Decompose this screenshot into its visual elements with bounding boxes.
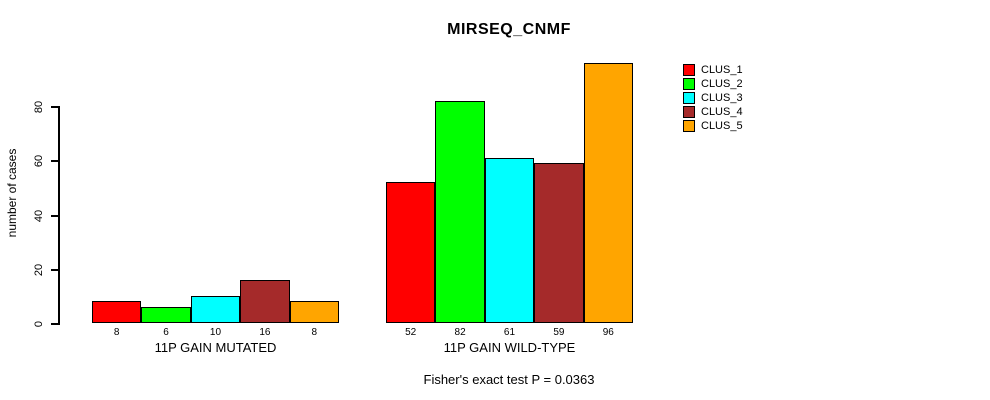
- bar-value-label: 8: [113, 327, 120, 338]
- legend-swatch-clus_1: [683, 64, 695, 76]
- bar-clus_5-group1: [289, 301, 339, 323]
- y-axis-tick: [51, 268, 58, 271]
- fishers-test-annotation: Fisher's exact test P = 0.0363: [423, 372, 595, 387]
- bar-value-label: 96: [602, 327, 614, 338]
- legend-label: CLUS_4: [701, 106, 743, 118]
- y-tick-label: 40: [33, 209, 45, 222]
- legend-label: CLUS_3: [701, 92, 743, 104]
- legend-swatch-clus_4: [683, 106, 695, 118]
- legend-swatch-clus_5: [683, 120, 695, 132]
- category-label: 11P GAIN WILD-TYPE: [443, 340, 576, 355]
- bar-value-label: 6: [163, 327, 169, 338]
- bar-value-label: 16: [259, 327, 271, 338]
- legend: CLUS_1 CLUS_2 CLUS_3 CLUS_4 CLUS_5: [683, 63, 743, 133]
- bar-clus_1-group1: [92, 301, 142, 323]
- y-axis-line: [58, 106, 60, 325]
- y-tick-label: 80: [33, 101, 45, 114]
- legend-item-clus_4: CLUS_4: [683, 105, 743, 119]
- bar-value-label: 82: [454, 327, 466, 338]
- bar-clus_2-group2: [435, 100, 485, 323]
- legend-item-clus_3: CLUS_3: [683, 91, 743, 105]
- y-tick-label: 60: [33, 155, 45, 168]
- legend-item-clus_5: CLUS_5: [683, 119, 743, 133]
- legend-swatch-clus_2: [683, 78, 695, 90]
- legend-item-clus_2: CLUS_2: [683, 77, 743, 91]
- bar-value-label: 8: [311, 327, 318, 338]
- y-tick-label: 20: [33, 263, 45, 276]
- bar-clus_3-group2: [484, 157, 535, 323]
- bar-clus_1-group2: [386, 182, 436, 323]
- y-axis-tick: [51, 160, 58, 163]
- y-tick-label: 0: [33, 320, 45, 328]
- bar-clus_3-group1: [190, 295, 241, 323]
- bar-clus_4-group1: [240, 279, 290, 323]
- bar-clus_5-group2: [583, 62, 633, 323]
- legend-label: CLUS_2: [701, 78, 743, 90]
- category-label: 11P GAIN MUTATED: [154, 340, 277, 355]
- legend-swatch-clus_3: [683, 92, 695, 104]
- bar-value-label: 59: [553, 327, 565, 338]
- chart-title: MIRSEQ_CNMF: [447, 21, 571, 38]
- bar-clus_4-group2: [534, 163, 584, 323]
- bar-value-label: 61: [503, 327, 516, 338]
- y-axis-tick: [51, 323, 58, 325]
- legend-label: CLUS_1: [701, 64, 743, 76]
- legend-label: CLUS_5: [701, 120, 743, 132]
- bar-value-label: 52: [405, 327, 417, 338]
- bar-value-label: 10: [209, 327, 222, 338]
- bar-clus_2-group1: [141, 306, 191, 323]
- y-axis-tick: [51, 106, 58, 109]
- legend-item-clus_1: CLUS_1: [683, 63, 743, 77]
- y-axis-tick: [51, 214, 58, 217]
